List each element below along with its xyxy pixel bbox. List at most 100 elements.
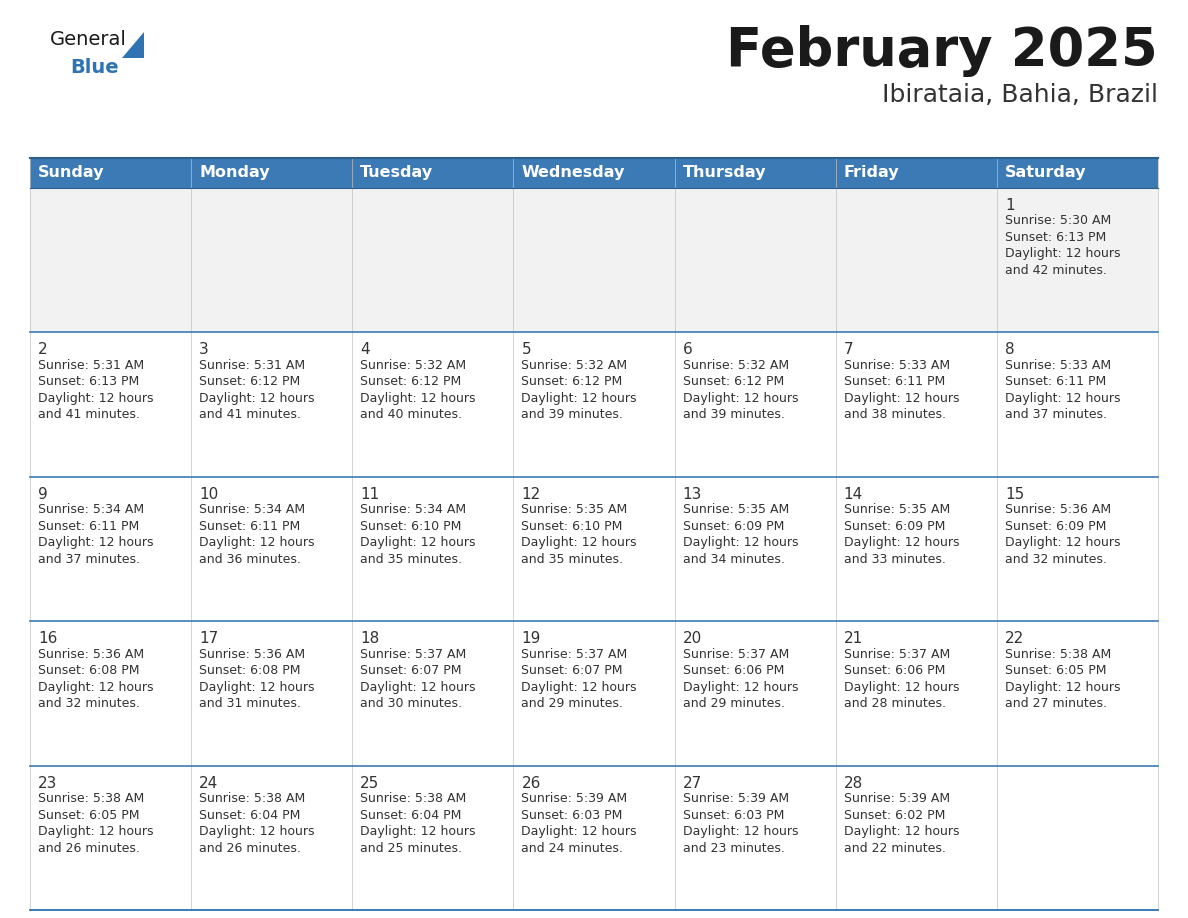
Bar: [191, 621, 353, 766]
Text: 6: 6: [683, 342, 693, 357]
Text: Sunrise: 5:35 AM: Sunrise: 5:35 AM: [843, 503, 950, 516]
Bar: [997, 621, 1158, 766]
Text: Sunset: 6:08 PM: Sunset: 6:08 PM: [200, 665, 301, 677]
Text: Saturday: Saturday: [1005, 165, 1086, 181]
Text: Sunrise: 5:36 AM: Sunrise: 5:36 AM: [1005, 503, 1111, 516]
Text: and 26 minutes.: and 26 minutes.: [38, 842, 140, 855]
Text: 27: 27: [683, 776, 702, 790]
Bar: [997, 476, 1158, 621]
Text: Ibirataia, Bahia, Brazil: Ibirataia, Bahia, Brazil: [881, 83, 1158, 107]
Text: Sunset: 6:03 PM: Sunset: 6:03 PM: [522, 809, 623, 822]
Bar: [191, 332, 353, 476]
Text: Daylight: 12 hours: Daylight: 12 hours: [1005, 248, 1120, 261]
Text: and 29 minutes.: and 29 minutes.: [522, 697, 624, 711]
Bar: [30, 766, 191, 910]
Text: 15: 15: [1005, 487, 1024, 502]
Text: 18: 18: [360, 632, 379, 646]
Text: Daylight: 12 hours: Daylight: 12 hours: [360, 825, 475, 838]
Bar: [997, 766, 1158, 910]
Text: and 41 minutes.: and 41 minutes.: [38, 409, 140, 421]
Text: Sunset: 6:03 PM: Sunset: 6:03 PM: [683, 809, 784, 822]
Text: Daylight: 12 hours: Daylight: 12 hours: [522, 681, 637, 694]
Text: Daylight: 12 hours: Daylight: 12 hours: [200, 681, 315, 694]
Bar: [30, 476, 191, 621]
Bar: [353, 188, 513, 332]
Text: Daylight: 12 hours: Daylight: 12 hours: [843, 536, 959, 549]
Bar: [191, 476, 353, 621]
Text: Daylight: 12 hours: Daylight: 12 hours: [38, 825, 153, 838]
Bar: [675, 621, 835, 766]
Bar: [835, 332, 997, 476]
Text: 7: 7: [843, 342, 853, 357]
Text: 9: 9: [38, 487, 48, 502]
Bar: [513, 766, 675, 910]
Text: and 36 minutes.: and 36 minutes.: [200, 553, 301, 565]
Bar: [191, 766, 353, 910]
Text: 11: 11: [360, 487, 379, 502]
Text: Sunset: 6:12 PM: Sunset: 6:12 PM: [360, 375, 461, 388]
Text: 1: 1: [1005, 198, 1015, 213]
Text: and 31 minutes.: and 31 minutes.: [200, 697, 301, 711]
Bar: [513, 188, 675, 332]
Text: 16: 16: [38, 632, 57, 646]
Text: Sunrise: 5:38 AM: Sunrise: 5:38 AM: [360, 792, 467, 805]
Text: Wednesday: Wednesday: [522, 165, 625, 181]
Text: and 34 minutes.: and 34 minutes.: [683, 553, 784, 565]
Text: and 26 minutes.: and 26 minutes.: [200, 842, 301, 855]
Bar: [835, 476, 997, 621]
Bar: [353, 332, 513, 476]
Text: and 35 minutes.: and 35 minutes.: [360, 553, 462, 565]
Text: and 39 minutes.: and 39 minutes.: [522, 409, 624, 421]
Text: Sunrise: 5:34 AM: Sunrise: 5:34 AM: [200, 503, 305, 516]
Text: and 35 minutes.: and 35 minutes.: [522, 553, 624, 565]
Text: Sunrise: 5:36 AM: Sunrise: 5:36 AM: [200, 648, 305, 661]
Text: Sunrise: 5:37 AM: Sunrise: 5:37 AM: [683, 648, 789, 661]
Text: and 37 minutes.: and 37 minutes.: [38, 553, 140, 565]
Text: Thursday: Thursday: [683, 165, 766, 181]
Text: Daylight: 12 hours: Daylight: 12 hours: [683, 392, 798, 405]
Text: Sunday: Sunday: [38, 165, 105, 181]
Text: and 38 minutes.: and 38 minutes.: [843, 409, 946, 421]
Text: Sunrise: 5:37 AM: Sunrise: 5:37 AM: [522, 648, 627, 661]
Text: and 29 minutes.: and 29 minutes.: [683, 697, 784, 711]
Text: 3: 3: [200, 342, 209, 357]
Text: and 39 minutes.: and 39 minutes.: [683, 409, 784, 421]
Bar: [30, 621, 191, 766]
Text: 19: 19: [522, 632, 541, 646]
Bar: [835, 621, 997, 766]
Text: Daylight: 12 hours: Daylight: 12 hours: [522, 536, 637, 549]
Text: 25: 25: [360, 776, 379, 790]
Bar: [675, 766, 835, 910]
Text: Sunrise: 5:35 AM: Sunrise: 5:35 AM: [522, 503, 627, 516]
Text: 26: 26: [522, 776, 541, 790]
Text: and 37 minutes.: and 37 minutes.: [1005, 409, 1107, 421]
Bar: [997, 332, 1158, 476]
Bar: [513, 476, 675, 621]
Text: Sunrise: 5:38 AM: Sunrise: 5:38 AM: [1005, 648, 1111, 661]
Text: Sunrise: 5:32 AM: Sunrise: 5:32 AM: [522, 359, 627, 372]
Text: 2: 2: [38, 342, 48, 357]
Bar: [353, 621, 513, 766]
Text: Monday: Monday: [200, 165, 270, 181]
Text: Daylight: 12 hours: Daylight: 12 hours: [360, 681, 475, 694]
Text: Sunset: 6:11 PM: Sunset: 6:11 PM: [200, 520, 301, 532]
Text: Daylight: 12 hours: Daylight: 12 hours: [843, 392, 959, 405]
Text: 14: 14: [843, 487, 862, 502]
Text: Daylight: 12 hours: Daylight: 12 hours: [38, 392, 153, 405]
Text: Daylight: 12 hours: Daylight: 12 hours: [200, 392, 315, 405]
Bar: [353, 476, 513, 621]
Text: Sunset: 6:07 PM: Sunset: 6:07 PM: [522, 665, 623, 677]
Text: Sunrise: 5:39 AM: Sunrise: 5:39 AM: [522, 792, 627, 805]
Text: and 28 minutes.: and 28 minutes.: [843, 697, 946, 711]
Text: 24: 24: [200, 776, 219, 790]
Text: Blue: Blue: [70, 58, 119, 77]
Text: February 2025: February 2025: [726, 25, 1158, 77]
Text: Daylight: 12 hours: Daylight: 12 hours: [38, 536, 153, 549]
Text: 23: 23: [38, 776, 57, 790]
Text: Tuesday: Tuesday: [360, 165, 434, 181]
Text: and 25 minutes.: and 25 minutes.: [360, 842, 462, 855]
Text: Sunrise: 5:32 AM: Sunrise: 5:32 AM: [683, 359, 789, 372]
Text: Sunrise: 5:32 AM: Sunrise: 5:32 AM: [360, 359, 467, 372]
Text: Sunset: 6:05 PM: Sunset: 6:05 PM: [38, 809, 139, 822]
Bar: [191, 188, 353, 332]
